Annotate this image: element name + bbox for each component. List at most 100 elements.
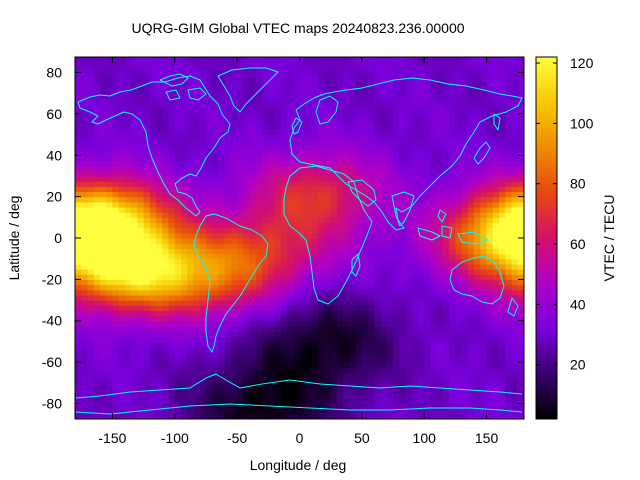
heatmap-cell — [212, 346, 220, 353]
heatmap-cell — [174, 377, 182, 384]
heatmap-cell — [287, 336, 294, 343]
heatmap-cell — [193, 72, 201, 79]
heatmap-cell — [137, 336, 145, 343]
heatmap-cell — [449, 300, 457, 306]
heatmap-cell — [99, 206, 107, 213]
heatmap-cell — [417, 382, 425, 389]
heatmap-cell — [112, 98, 120, 105]
heatmap-cell — [411, 279, 419, 286]
heatmap-cell — [249, 372, 257, 379]
heatmap-cell — [156, 243, 163, 249]
heatmap-cell — [436, 243, 444, 249]
heatmap-cell — [230, 393, 238, 399]
heatmap-cell — [255, 186, 263, 193]
heatmap-cell — [262, 248, 269, 255]
heatmap-cell — [492, 248, 500, 255]
heatmap-cell — [380, 238, 388, 244]
heatmap-cell — [243, 82, 251, 89]
heatmap-cell — [87, 346, 95, 353]
heatmap-cell — [449, 377, 457, 384]
heatmap-cell — [131, 62, 138, 68]
heatmap-cell — [355, 279, 363, 286]
heatmap-cell — [461, 393, 469, 399]
heatmap-cell — [162, 408, 170, 415]
heatmap-cell — [492, 372, 500, 379]
heatmap-cell — [368, 372, 375, 379]
heatmap-cell — [424, 362, 432, 368]
heatmap-cell — [237, 175, 244, 182]
heatmap-cell — [311, 186, 319, 193]
heatmap-cell — [274, 300, 282, 306]
heatmap-cell — [131, 191, 138, 198]
heatmap-cell — [430, 289, 438, 296]
heatmap-cell — [293, 222, 301, 229]
heatmap-cell — [249, 367, 257, 374]
heatmap-cell — [424, 279, 432, 286]
heatmap-cell — [218, 408, 226, 415]
heatmap-cell — [268, 155, 276, 162]
heatmap-cell — [193, 232, 201, 239]
heatmap-cell — [386, 362, 394, 368]
heatmap-cell — [143, 82, 151, 89]
heatmap-cell — [224, 201, 232, 208]
heatmap-cell — [474, 351, 481, 358]
heatmap-cell — [218, 310, 226, 317]
heatmap-cell — [268, 170, 276, 177]
heatmap-cell — [436, 403, 444, 410]
heatmap-cell — [417, 398, 425, 405]
heatmap-cell — [143, 253, 151, 260]
heatmap-cell — [156, 372, 163, 379]
heatmap-cell — [393, 269, 400, 275]
heatmap-cell — [205, 144, 213, 151]
heatmap-cell — [243, 134, 251, 141]
heatmap-cell — [368, 289, 375, 296]
heatmap-cell — [262, 351, 269, 358]
heatmap-cell — [405, 263, 413, 270]
heatmap-cell — [467, 222, 475, 229]
heatmap-cell — [149, 175, 157, 182]
heatmap-cell — [393, 175, 400, 182]
heatmap-cell — [393, 279, 400, 286]
heatmap-cell — [455, 408, 463, 415]
heatmap-cell — [299, 222, 307, 229]
heatmap-cell — [99, 315, 107, 322]
heatmap-cell — [112, 227, 120, 234]
heatmap-cell — [449, 310, 457, 317]
heatmap-cell — [99, 88, 107, 94]
heatmap-cell — [393, 403, 400, 410]
heatmap-cell — [368, 258, 375, 265]
heatmap-cell — [75, 134, 82, 141]
heatmap-cell — [268, 57, 276, 63]
heatmap-cell — [374, 160, 382, 167]
heatmap-cell — [405, 82, 413, 89]
heatmap-cell — [355, 382, 363, 389]
heatmap-cell — [449, 98, 457, 105]
heatmap-cell — [417, 320, 425, 327]
heatmap-cell — [349, 134, 357, 141]
heatmap-cell — [399, 206, 407, 213]
heatmap-cell — [75, 284, 82, 291]
heatmap-cell — [168, 294, 176, 301]
heatmap-cell — [168, 191, 176, 198]
heatmap-cell — [287, 186, 294, 193]
heatmap-cell — [293, 279, 301, 286]
heatmap-cell — [330, 113, 338, 120]
heatmap-cell — [249, 119, 257, 125]
heatmap-cell — [168, 351, 176, 358]
heatmap-cell — [187, 382, 195, 389]
heatmap-cell — [324, 362, 332, 368]
heatmap-cell — [499, 67, 506, 74]
heatmap-cell — [274, 186, 282, 193]
heatmap-cell — [262, 284, 269, 291]
heatmap-cell — [355, 201, 363, 208]
heatmap-cell — [449, 72, 457, 79]
heatmap-cell — [368, 336, 375, 343]
heatmap-cell — [299, 387, 307, 394]
heatmap-cell — [268, 72, 276, 79]
heatmap-cell — [474, 305, 481, 311]
heatmap-cell — [336, 57, 344, 63]
heatmap-cell — [380, 325, 388, 332]
heatmap-cell — [280, 108, 288, 115]
heatmap-cell — [124, 165, 132, 172]
heatmap-cell — [118, 113, 126, 120]
